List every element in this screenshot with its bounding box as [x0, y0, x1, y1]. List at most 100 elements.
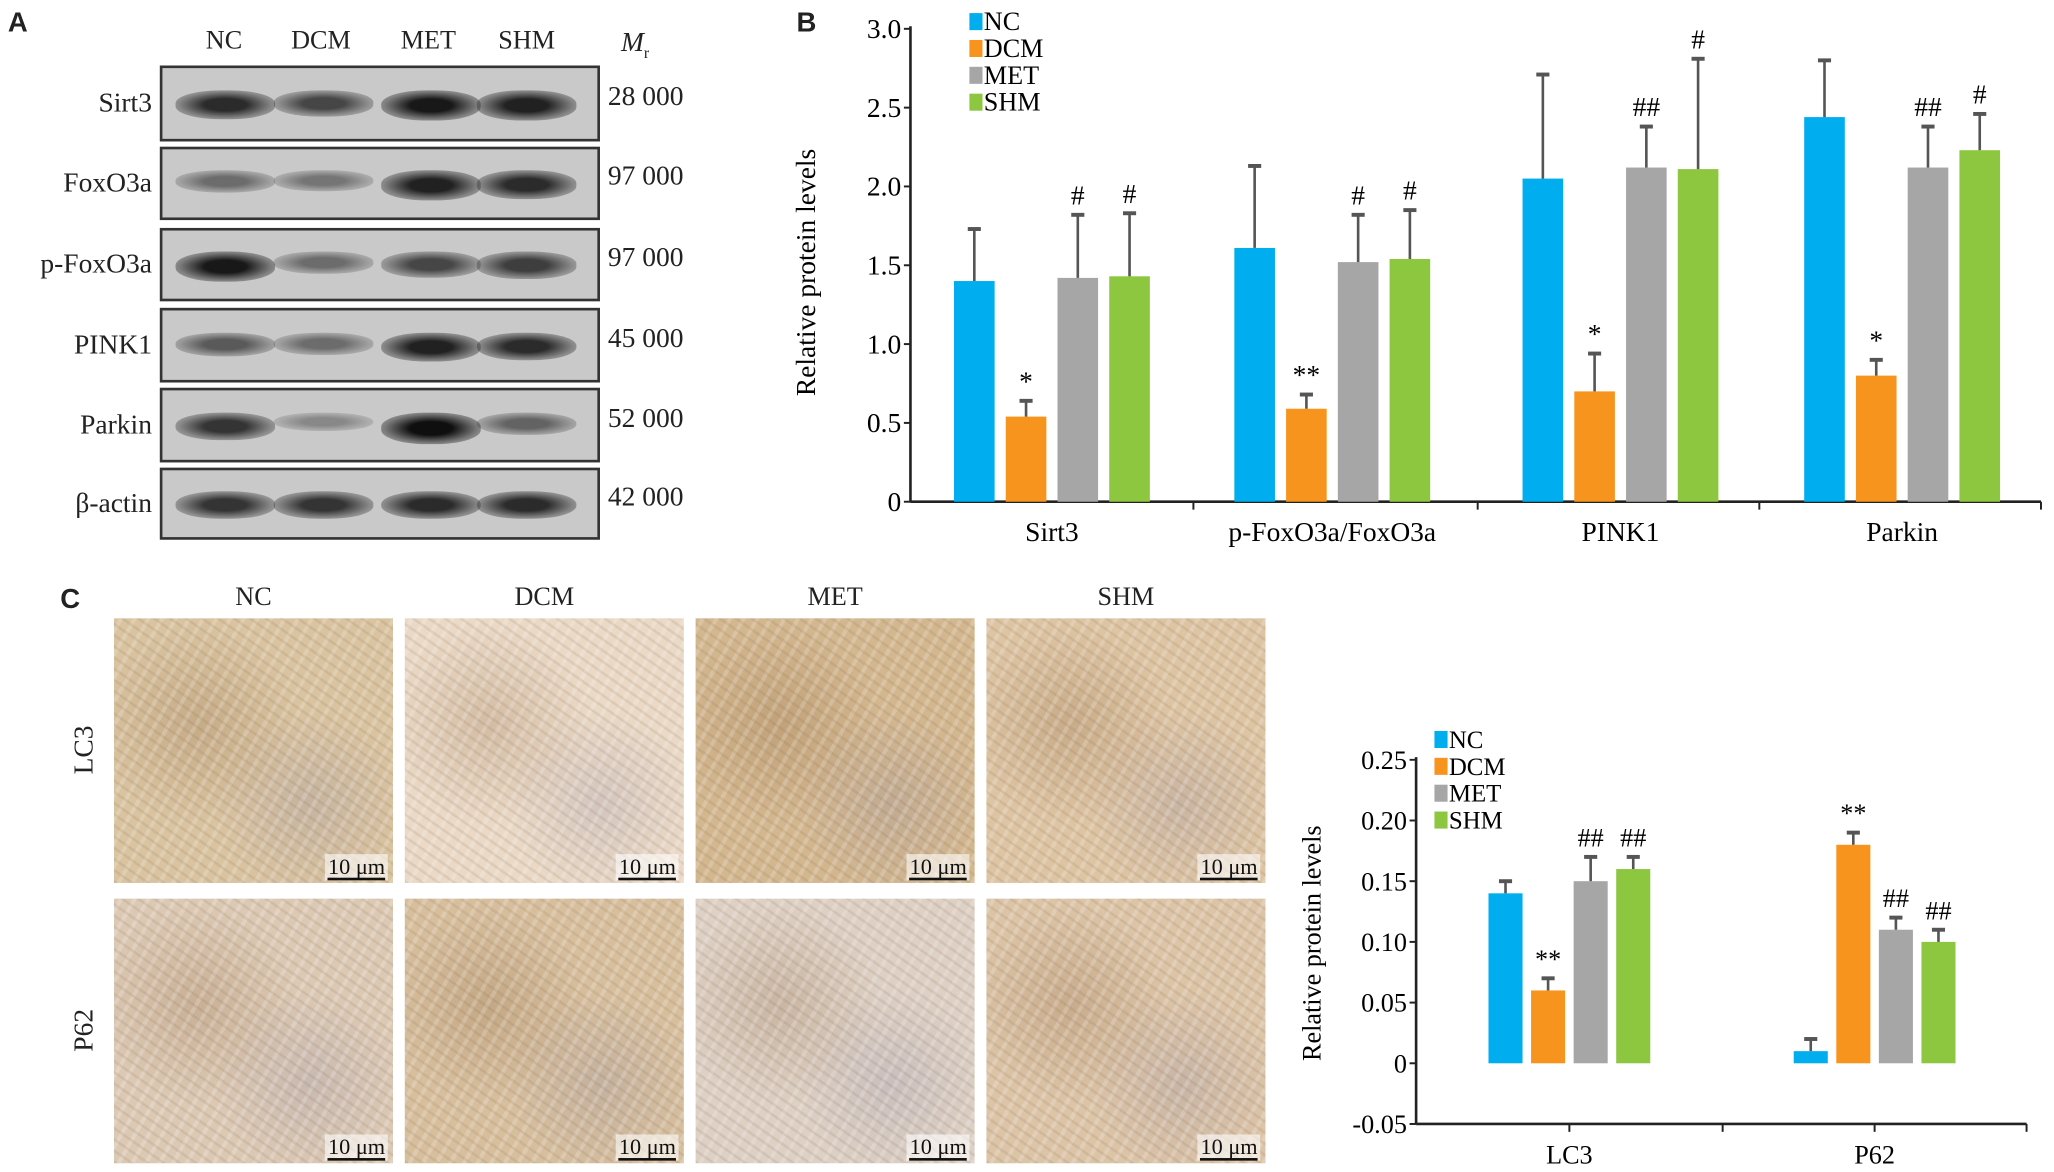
blot-band	[381, 411, 481, 444]
legend-label-met: MET	[1449, 781, 1502, 808]
blot-band	[175, 411, 276, 440]
blot-0	[159, 65, 600, 142]
panel-b-label: B	[796, 7, 817, 38]
blot-band	[273, 90, 374, 117]
y-tick-label: 0.15	[1361, 867, 1407, 896]
blot-row-label: β-actin	[75, 486, 152, 519]
bar-shm-lc3	[1616, 869, 1651, 1064]
y-tick-label: 0.20	[1361, 807, 1407, 836]
tissue-texture	[113, 898, 393, 1164]
blot-band	[273, 411, 374, 432]
blot-band	[175, 90, 276, 120]
lane-label-shm: SHM	[498, 26, 556, 56]
bar-dcm-parkin	[1855, 375, 1897, 502]
blot-band	[476, 170, 577, 199]
ihc-column-label: DCM	[514, 582, 575, 612]
scale-bar-line	[328, 1158, 386, 1161]
ihc-column-label: MET	[807, 582, 863, 612]
blot-band	[476, 332, 577, 361]
lane-label-nc: NC	[205, 26, 243, 56]
blot-5	[159, 467, 600, 540]
significance-mark: ##	[1883, 884, 1909, 913]
mr-label: M	[620, 26, 644, 58]
blot-band	[476, 411, 577, 436]
y-tick-label: 3.0	[867, 13, 901, 44]
ihc-image: 10 μm	[404, 618, 684, 883]
scale-bar-line	[909, 877, 967, 881]
blot-row-label: FoxO3a	[63, 166, 152, 198]
blot-band	[175, 490, 276, 519]
blot-band	[381, 90, 481, 121]
x-tick-label: LC3	[1546, 1140, 1593, 1169]
x-tick-label: Sirt3	[1025, 516, 1078, 547]
significance-mark: #	[1691, 23, 1705, 54]
blot-2	[159, 227, 600, 302]
scale-bar-label: 10 μm	[909, 1134, 967, 1160]
molecular-weight-label: 28 000	[607, 79, 684, 112]
ihc-image: 10 μm	[113, 898, 393, 1164]
blot-band	[273, 332, 374, 355]
scale-bar-line	[1200, 1158, 1258, 1161]
legend-swatch-shm	[969, 93, 983, 111]
significance-mark: #	[1123, 178, 1137, 209]
significance-mark: ##	[1914, 91, 1942, 122]
bar-nc-p-foxo3a/foxo3a	[1234, 247, 1275, 502]
significance-mark: *	[1588, 318, 1602, 349]
tissue-texture	[695, 898, 975, 1164]
blot-band	[273, 170, 374, 192]
blot-band	[273, 490, 374, 519]
scale-bar: 10 μm	[1197, 854, 1261, 881]
scale-bar-label: 10 μm	[1200, 854, 1258, 880]
blot-row-label: Sirt3	[98, 86, 152, 118]
legend-label-nc: NC	[984, 7, 1020, 36]
chart-c: -0.05 0 0.05 0.10 0.15 0.20 0.25 Relative prote…	[1297, 727, 2028, 1169]
bar-nc-p62	[1793, 1051, 1828, 1064]
bar-shm-p62	[1921, 941, 1956, 1064]
blot-row-label: Parkin	[80, 408, 152, 440]
blot-band	[381, 170, 481, 200]
y-tick-label: 0.05	[1361, 989, 1407, 1018]
tissue-texture	[986, 618, 1266, 883]
legend-label-shm: SHM	[984, 88, 1041, 117]
molecular-weight-label: 52 000	[607, 401, 684, 433]
y-tick-label: 2.5	[867, 92, 901, 123]
tissue-texture	[404, 618, 684, 883]
legend-swatch-met	[1434, 784, 1448, 802]
blot-band	[476, 251, 577, 279]
mr-header: Mr	[621, 26, 649, 63]
scale-bar-line	[328, 877, 386, 881]
blot-row-label: p-FoxO3a	[40, 247, 152, 280]
significance-mark: *	[1019, 365, 1033, 396]
bar-met-p-foxo3a/foxo3a	[1337, 262, 1379, 502]
y-axis-label: Relative protein levels	[1297, 825, 1326, 1061]
tissue-texture	[404, 898, 684, 1164]
significance-mark: ##	[1620, 823, 1646, 852]
x-tick-label: Parkin	[1866, 516, 1938, 547]
x-tick-label: p-FoxO3a/FoxO3a	[1228, 516, 1436, 547]
bar-dcm-p62	[1836, 844, 1871, 1064]
significance-mark: #	[1403, 175, 1417, 206]
legend-label-met: MET	[984, 61, 1039, 90]
blot-band	[476, 90, 577, 120]
scale-bar-label: 10 μm	[328, 854, 386, 880]
bar-dcm-sirt3	[1005, 416, 1047, 502]
bar-nc-sirt3	[954, 281, 995, 502]
significance-mark: **	[1535, 945, 1561, 974]
bar-met-p62	[1878, 929, 1913, 1064]
scale-bar-label: 10 μm	[618, 1134, 676, 1160]
y-tick-label: 2.0	[867, 171, 901, 202]
blot-row-label: PINK1	[73, 328, 152, 360]
y-tick-label: 0.10	[1361, 928, 1407, 957]
bar-shm-pink1	[1677, 169, 1719, 502]
blot-band	[381, 332, 481, 362]
bar-met-parkin	[1907, 167, 1949, 502]
scale-bar-line	[1200, 877, 1258, 881]
blot-4	[159, 387, 600, 463]
bar-shm-parkin	[1959, 150, 2001, 502]
blot-band	[175, 332, 276, 357]
ihc-image: 10 μm	[113, 618, 393, 883]
legend-label-dcm: DCM	[1449, 754, 1506, 781]
bar-met-pink1	[1626, 167, 1667, 502]
legend-swatch-met	[969, 66, 983, 84]
ihc-image: 10 μm	[986, 898, 1266, 1164]
